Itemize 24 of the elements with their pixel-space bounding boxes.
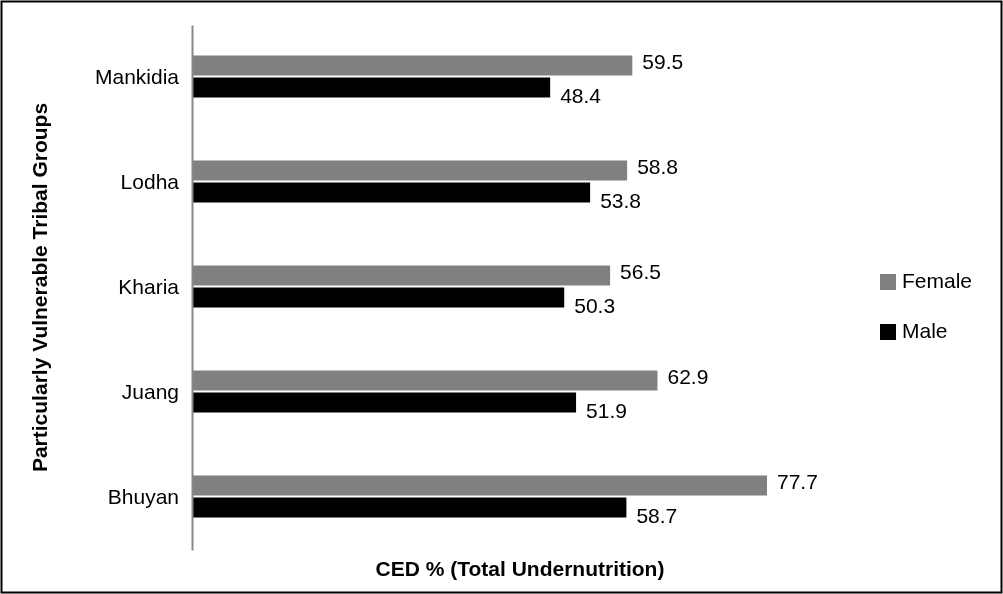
x-axis-title: CED % (Total Undernutrition) xyxy=(375,557,665,580)
y-tick-label: Bhuyan xyxy=(107,485,179,509)
data-label: 58.8 xyxy=(637,155,679,179)
bar xyxy=(192,392,577,413)
legend-label: Male xyxy=(902,318,948,342)
y-axis-title: Particularly Vulnerable Tribal Groups xyxy=(28,102,51,473)
y-tick-label: Kharia xyxy=(118,275,180,299)
bar xyxy=(192,497,627,518)
bar xyxy=(192,287,565,308)
data-label: 59.5 xyxy=(642,50,684,74)
legend-label: Female xyxy=(902,268,973,292)
data-label: 77.7 xyxy=(777,470,818,494)
bar xyxy=(192,77,551,98)
data-label: 56.5 xyxy=(620,260,661,284)
data-label: 58.7 xyxy=(636,504,678,528)
y-tick-label: Lodha xyxy=(120,170,180,194)
y-tick-label: Mankidia xyxy=(94,65,180,89)
bar xyxy=(192,182,591,203)
y-tick-label: Juang xyxy=(121,380,179,404)
data-label: 62.9 xyxy=(667,365,709,389)
data-label: 53.8 xyxy=(600,189,642,213)
data-label: 50.3 xyxy=(574,294,616,318)
data-label: 51.9 xyxy=(586,399,627,423)
data-label: 48.4 xyxy=(560,84,602,108)
